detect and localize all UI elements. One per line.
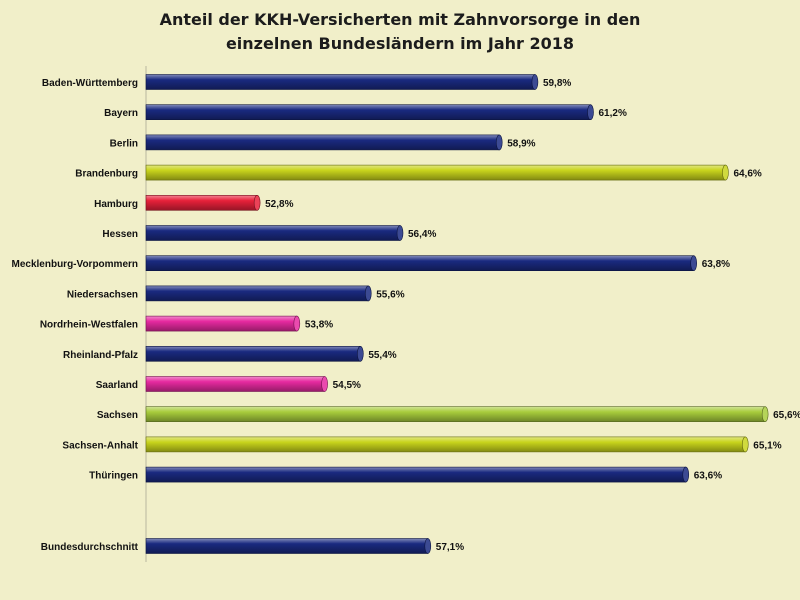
category-label: Niedersachsen bbox=[67, 289, 138, 300]
data-label: 52,8% bbox=[265, 199, 293, 210]
bar-end-cap bbox=[587, 104, 594, 120]
bar-end-cap bbox=[293, 315, 301, 332]
bar-end-cap bbox=[357, 345, 364, 362]
category-label: Sachsen bbox=[97, 410, 138, 421]
data-label: 61,2% bbox=[599, 108, 627, 119]
bar bbox=[145, 225, 401, 241]
bar bbox=[145, 315, 298, 332]
bar bbox=[145, 134, 500, 151]
category-label: Berlin bbox=[110, 138, 138, 149]
category-label: Saarland bbox=[96, 380, 138, 391]
data-label: 64,6% bbox=[733, 169, 761, 180]
category-label: Bayern bbox=[104, 108, 138, 119]
data-label: 57,1% bbox=[436, 542, 464, 553]
bar-end-cap bbox=[321, 376, 328, 392]
data-label: 55,4% bbox=[368, 350, 396, 361]
chart-title-line-2: einzelnen Bundesländern im Jahr 2018 bbox=[225, 34, 575, 53]
category-label: Hessen bbox=[102, 229, 138, 240]
bar bbox=[145, 255, 694, 271]
bar bbox=[145, 406, 766, 423]
bar-end-cap bbox=[495, 134, 503, 151]
bar-end-cap bbox=[364, 285, 372, 302]
bar-end-cap bbox=[761, 406, 769, 423]
category-label: Thüringen bbox=[89, 471, 138, 482]
bar-end-cap bbox=[424, 538, 432, 554]
bar bbox=[145, 376, 325, 392]
chart-title-line-1: Anteil der KKH-Versicherten mit Zahnvors… bbox=[159, 10, 641, 29]
data-label: 58,9% bbox=[507, 138, 535, 149]
category-label: Sachsen-Anhalt bbox=[62, 440, 138, 451]
data-label: 54,5% bbox=[333, 380, 361, 391]
data-label: 59,8% bbox=[543, 78, 571, 89]
category-label: Brandenburg bbox=[75, 169, 138, 180]
bar bbox=[145, 164, 726, 181]
bar bbox=[145, 104, 591, 120]
bar bbox=[145, 74, 536, 90]
data-label: 53,8% bbox=[305, 320, 333, 331]
bar bbox=[145, 436, 746, 453]
bar-end-cap bbox=[722, 164, 729, 181]
data-label: 55,6% bbox=[376, 289, 404, 300]
bar-end-cap bbox=[531, 74, 539, 90]
data-label: 63,6% bbox=[694, 471, 722, 482]
bar-end-cap bbox=[741, 436, 749, 453]
bar bbox=[145, 195, 258, 211]
category-label: Nordrhein-Westfalen bbox=[40, 320, 138, 331]
category-label: Mecklenburg-Vorpommern bbox=[12, 259, 139, 270]
bar-end-cap bbox=[690, 255, 697, 272]
data-label: 65,6% bbox=[773, 410, 800, 421]
data-label: 56,4% bbox=[408, 229, 436, 240]
data-label: 65,1% bbox=[753, 440, 781, 451]
category-label: Hamburg bbox=[94, 199, 138, 210]
bar bbox=[145, 538, 429, 554]
category-label: Bundesdurchschnitt bbox=[41, 542, 139, 553]
data-label: 63,8% bbox=[702, 259, 730, 270]
bar bbox=[145, 466, 687, 483]
bar-end-cap bbox=[253, 195, 261, 211]
category-label: Baden-Württemberg bbox=[42, 78, 138, 89]
bar bbox=[145, 345, 361, 362]
category-label: Rheinland-Pfalz bbox=[63, 350, 138, 361]
bar-end-cap bbox=[396, 225, 404, 241]
bar-end-cap bbox=[682, 466, 690, 483]
bar bbox=[145, 285, 369, 302]
